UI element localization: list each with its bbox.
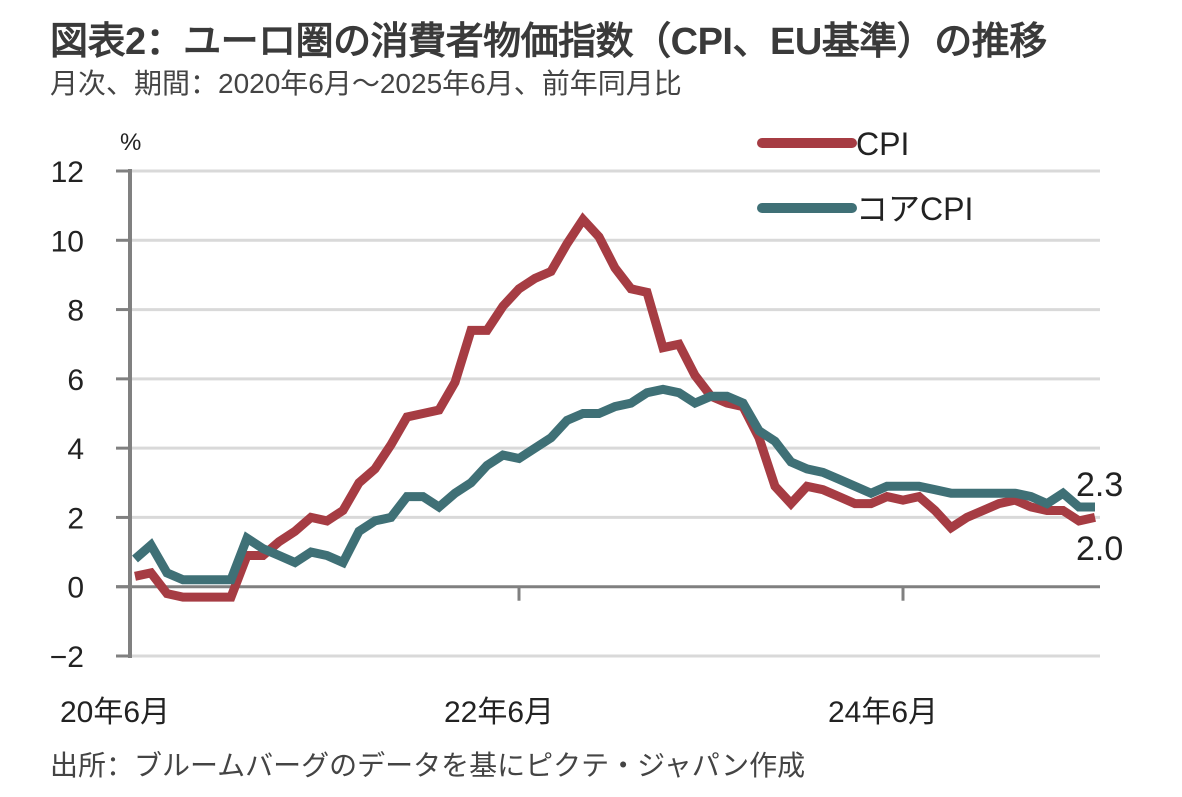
gridlines bbox=[130, 169, 1100, 658]
source-note: 出所：ブルームバーグのデータを基にピクテ・ジャパン作成 bbox=[50, 750, 806, 781]
x-tick-label: 20年6月 bbox=[60, 696, 170, 729]
legend: CPI コアCPI bbox=[757, 126, 973, 227]
legend-label-core-cpi: コアCPI bbox=[856, 191, 973, 227]
chart-subtitle: 月次、期間：2020年6月～2025年6月、前年同月比 bbox=[50, 68, 682, 99]
y-tick-label: 12 bbox=[51, 156, 84, 189]
legend-label-cpi: CPI bbox=[856, 126, 909, 162]
y-axis-ticks: 12 10 8 6 4 2 0 −2 bbox=[50, 156, 130, 674]
axes: % bbox=[116, 129, 1100, 658]
y-tick-label: 6 bbox=[67, 364, 84, 397]
annotations: 2.3 2.0 bbox=[1076, 466, 1123, 568]
cpi-line bbox=[134, 212, 1096, 602]
series-lines bbox=[132, 212, 1096, 602]
x-tick-label: 24年6月 bbox=[828, 696, 938, 729]
chart-title: 図表2：ユーロ圏の消費者物価指数（CPI、EU基準）の推移 bbox=[50, 21, 1047, 63]
core-cpi-line bbox=[132, 384, 1095, 585]
x-axis-ticks: 20年6月 22年6月 24年6月 bbox=[60, 586, 938, 729]
y-axis-unit-label: % bbox=[120, 129, 141, 156]
y-tick-label: −2 bbox=[50, 641, 84, 674]
y-tick-label: 0 bbox=[67, 572, 84, 605]
y-tick-label: 2 bbox=[67, 502, 84, 535]
y-tick-label: 10 bbox=[51, 225, 84, 258]
x-tick-label: 22年6月 bbox=[444, 696, 554, 729]
end-value-core-cpi: 2.3 bbox=[1076, 466, 1123, 504]
y-tick-label: 8 bbox=[67, 295, 84, 328]
y-tick-label: 4 bbox=[67, 433, 84, 466]
end-value-cpi: 2.0 bbox=[1076, 530, 1123, 568]
